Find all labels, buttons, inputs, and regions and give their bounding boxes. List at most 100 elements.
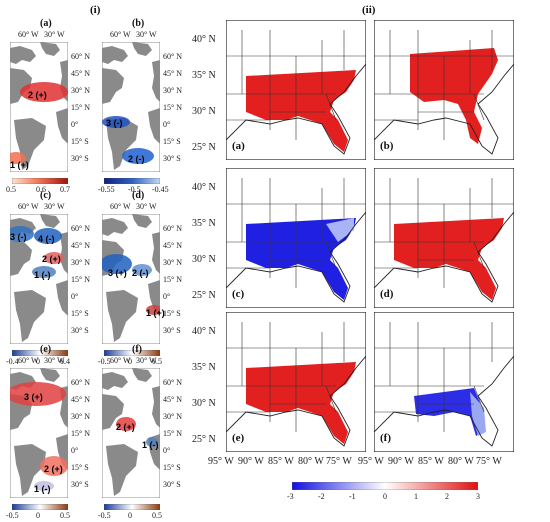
colorbar-tick: 0.7 <box>60 185 70 194</box>
lat-tick: 15° S <box>71 137 89 146</box>
lon-tick: 60° W <box>110 30 131 39</box>
anomaly-region <box>34 481 54 491</box>
small-panel-f: (f) 60° W 30° W 2 (+) 1 (-) 60° N 45° N 30° N 15… <box>98 344 192 522</box>
colorbar-tick: -0.5 <box>6 511 19 520</box>
lat-tick: 60° N <box>163 224 182 233</box>
small-map <box>10 42 68 172</box>
lat-tick: 15° N <box>71 429 90 438</box>
small-colorbar <box>104 504 160 510</box>
lon-tick: 30° W <box>44 30 65 39</box>
anomaly-region <box>44 252 64 264</box>
lon-tick: 60° W <box>110 202 131 211</box>
lat-tick: 45° N <box>71 395 90 404</box>
anomaly-fill <box>410 48 498 144</box>
small-map <box>10 368 68 498</box>
anomaly-region <box>146 305 160 315</box>
large-panel-f: (f) <box>374 312 514 452</box>
region-annotation: 1 (+) <box>10 160 29 170</box>
colorbar-tick: 0.5 <box>60 511 70 520</box>
lat-tick: 0° <box>163 292 171 301</box>
lat-tick: 0° <box>163 120 171 129</box>
large-map <box>374 168 514 308</box>
lon-tick: 95° W <box>358 456 384 467</box>
anomaly-fill-light <box>326 218 354 242</box>
lat-tick: 60° N <box>71 52 90 61</box>
lat-tick: 45° N <box>163 69 182 78</box>
section-left-label: (i) <box>90 4 101 16</box>
colorbar-tick: 0.5 <box>152 357 162 366</box>
small-panel-label: (d) <box>132 190 145 201</box>
colorbar-tick: -0.5 <box>98 357 111 366</box>
small-map <box>102 214 160 344</box>
anomaly-fill <box>246 70 356 152</box>
lat-tick: 35° N <box>192 70 216 81</box>
small-panel-label: (b) <box>132 18 145 29</box>
region-annotation: 1 (+) <box>146 308 165 318</box>
region-annotation: 2 (+) <box>42 254 61 264</box>
lon-tick: 60° W <box>18 202 39 211</box>
small-colorbar <box>12 178 68 184</box>
anomaly-fill <box>246 362 356 444</box>
region-annotation: 1 (-) <box>142 440 159 450</box>
small-colorbar <box>12 350 68 356</box>
lat-tick: 60° N <box>71 224 90 233</box>
colorbar-tick: 0.5 <box>6 185 16 194</box>
anomaly-region <box>146 437 158 447</box>
lon-tick: 30° W <box>44 202 65 211</box>
lat-tick: 60° N <box>163 52 182 61</box>
colorbar-tick: 0 <box>36 511 40 520</box>
anomaly-region <box>102 254 132 274</box>
lon-tick: 80° W <box>448 456 474 467</box>
lat-tick: 0° <box>71 446 79 455</box>
lat-tick: 30° S <box>71 326 89 335</box>
main-colorbar-tick: -3 <box>287 492 294 501</box>
large-panel-label: (b) <box>380 140 394 152</box>
lat-tick: 15° S <box>163 463 181 472</box>
lat-tick: 40° N <box>192 326 216 337</box>
lat-tick: 30° N <box>71 86 90 95</box>
lon-tick: 85° W <box>418 456 444 467</box>
anomaly-region <box>34 228 62 244</box>
anomaly-region <box>122 148 154 164</box>
lat-tick: 60° N <box>71 378 90 387</box>
lat-tick: 45° N <box>163 395 182 404</box>
lat-tick: 35° N <box>192 218 216 229</box>
lat-tick: 30° N <box>192 106 216 117</box>
large-panel-d: (d) <box>374 168 514 308</box>
lat-tick: 15° S <box>163 137 181 146</box>
lat-tick: 15° N <box>71 103 90 112</box>
lat-tick: 45° N <box>163 241 182 250</box>
lat-tick: 30° N <box>192 254 216 265</box>
main-colorbar-tick: 0 <box>383 492 387 501</box>
large-map <box>226 20 366 160</box>
small-map <box>10 214 68 344</box>
small-panel-a: (a) 60° W 30° W 2 (+) 1 (+) 60° N 45° N 30° N 15… <box>6 18 100 196</box>
colorbar-tick: -0.55 <box>98 185 115 194</box>
small-colorbar <box>12 504 68 510</box>
lat-tick: 0° <box>163 446 171 455</box>
lat-tick: 30° S <box>163 480 181 489</box>
lat-tick: 15° N <box>163 103 182 112</box>
lat-tick: 15° N <box>71 275 90 284</box>
colorbar-tick: -0.4 <box>6 357 19 366</box>
region-annotation: 3 (-) <box>10 232 27 242</box>
large-map <box>226 312 366 452</box>
region-annotation: 3 (-) <box>106 118 123 128</box>
colorbar-tick: 0 <box>128 357 132 366</box>
lon-tick: 75° W <box>476 456 502 467</box>
lat-tick: 40° N <box>192 34 216 45</box>
colorbar-tick: -0.45 <box>152 185 169 194</box>
main-colorbar-tick: 3 <box>476 492 480 501</box>
lat-tick: 30° N <box>71 258 90 267</box>
large-panel-a: (a) 40° N 35° N 30° N 25° N <box>192 20 366 160</box>
lat-tick: 30° N <box>71 412 90 421</box>
lat-tick: 30° N <box>163 412 182 421</box>
small-panel-label: (f) <box>132 344 142 355</box>
lat-tick: 45° N <box>71 69 90 78</box>
lon-tick: 80° W <box>298 456 324 467</box>
lat-tick: 0° <box>71 292 79 301</box>
anomaly-region <box>10 382 66 406</box>
colorbar-tick: 0.5 <box>152 511 162 520</box>
small-map <box>102 42 160 172</box>
